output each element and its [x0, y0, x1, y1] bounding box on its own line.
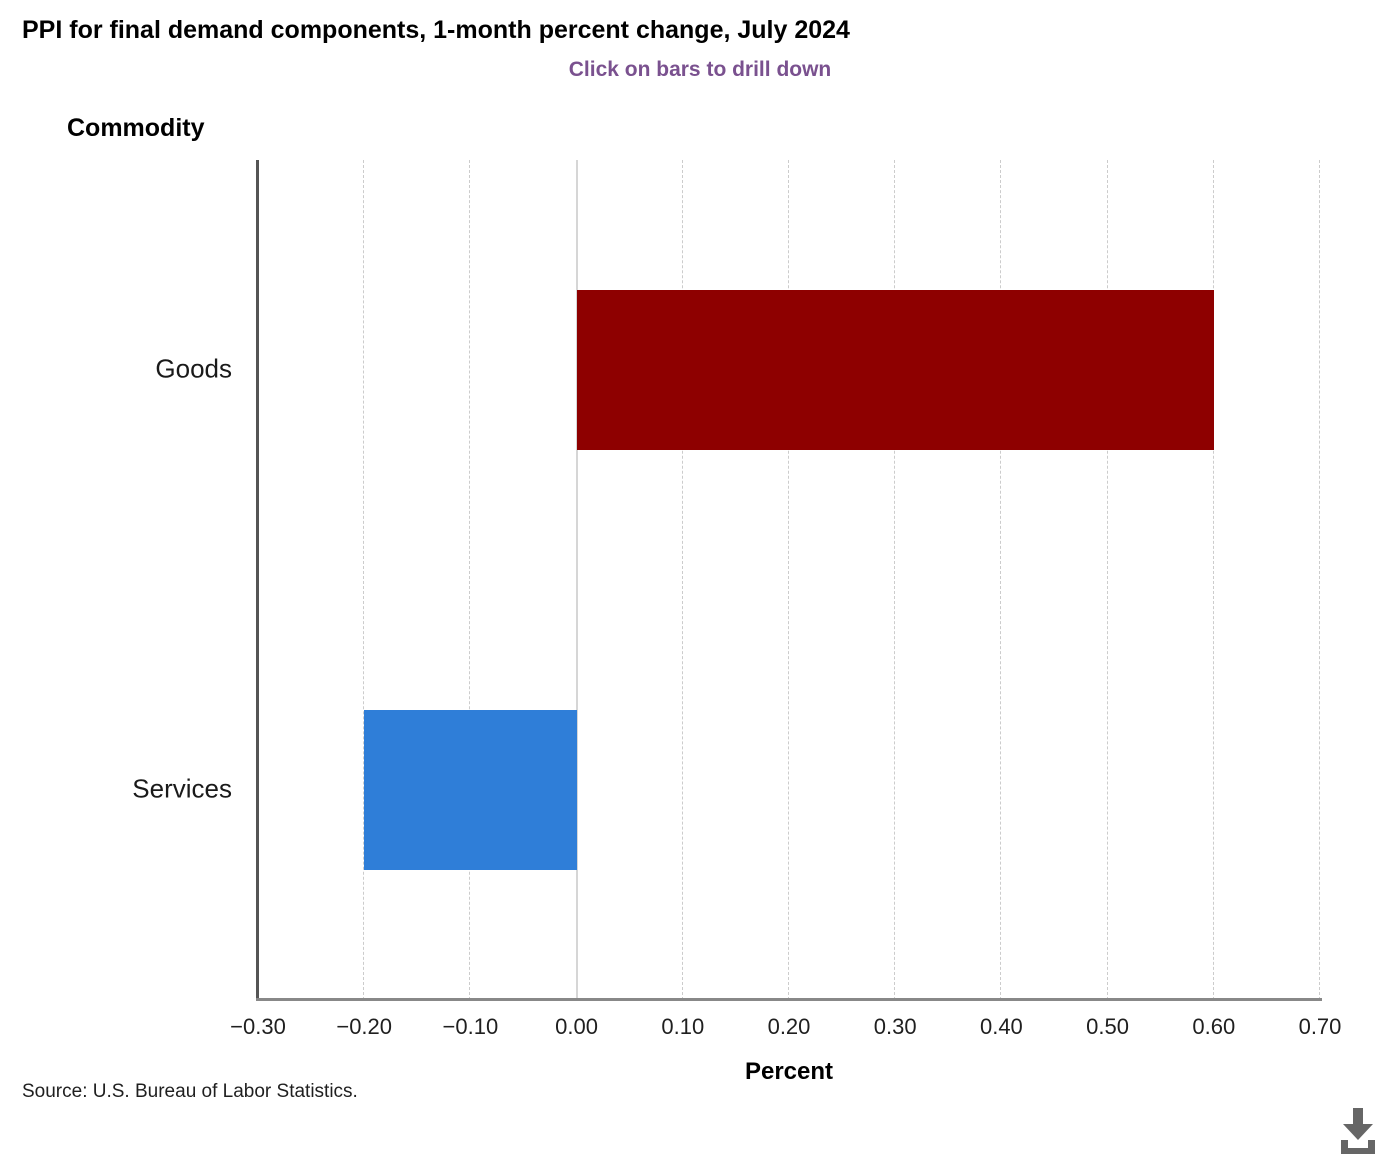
gridline [788, 160, 789, 1000]
category-label-services: Services [132, 773, 232, 804]
x-tick-label: 0.20 [767, 1014, 811, 1039]
zero-line [575, 160, 578, 1000]
x-tick-label: 0.40 [979, 1014, 1023, 1039]
source-note: Source: U.S. Bureau of Labor Statistics. [22, 1081, 358, 1102]
gridline [1319, 160, 1320, 1000]
x-tick-label: −0.10 [442, 1014, 499, 1039]
x-tick-label: 0.30 [873, 1014, 917, 1039]
y-axis-line [256, 160, 259, 1000]
gridline [363, 160, 365, 1000]
gridline [1212, 160, 1214, 1000]
x-axis-title: Percent [744, 1058, 834, 1085]
gridline [1000, 160, 1002, 1000]
gridline [1106, 160, 1108, 1000]
download-button[interactable] [1334, 1106, 1382, 1158]
gridline [681, 160, 683, 1000]
x-tick-label: −0.30 [230, 1014, 286, 1039]
download-icon [1334, 1108, 1382, 1160]
gridline [469, 160, 471, 1000]
x-tick-label: 0.70 [1298, 1014, 1342, 1039]
x-axis-line [256, 998, 1322, 1001]
y-axis-title: Commodity [67, 114, 205, 142]
x-tick-label: 0.10 [661, 1014, 705, 1039]
bar-goods[interactable] [576, 290, 1214, 450]
x-tick-label: 0.50 [1086, 1014, 1130, 1039]
category-label-goods: Goods [155, 353, 232, 384]
x-tick-label: 0.60 [1192, 1014, 1236, 1039]
chart-subtitle: Click on bars to drill down [568, 58, 832, 81]
bar-services[interactable] [364, 710, 577, 870]
x-tick-label: 0.00 [555, 1014, 599, 1039]
x-tick-label: −0.20 [336, 1014, 393, 1039]
chart-title: PPI for final demand components, 1-month… [22, 16, 850, 44]
gridline [894, 160, 896, 1000]
